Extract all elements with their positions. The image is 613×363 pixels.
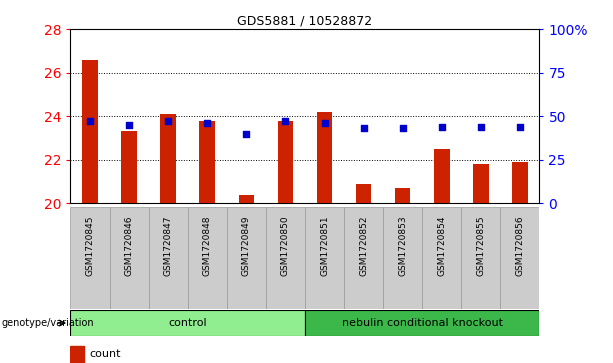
- Bar: [188, 207, 227, 309]
- Bar: [305, 310, 539, 336]
- Bar: [70, 310, 305, 336]
- Point: [359, 126, 368, 131]
- Bar: [149, 207, 188, 309]
- Bar: [422, 207, 462, 309]
- Text: GSM1720845: GSM1720845: [86, 215, 94, 276]
- Bar: [121, 131, 137, 203]
- Text: GSM1720853: GSM1720853: [398, 215, 407, 276]
- Text: GSM1720849: GSM1720849: [242, 215, 251, 276]
- Point: [202, 120, 212, 126]
- Bar: [70, 207, 110, 309]
- Point: [398, 126, 408, 131]
- Text: control: control: [169, 318, 207, 328]
- Text: nebulin conditional knockout: nebulin conditional knockout: [341, 318, 503, 328]
- Bar: [344, 207, 383, 309]
- Bar: [500, 207, 539, 309]
- Point: [319, 120, 329, 126]
- Text: GSM1720848: GSM1720848: [203, 215, 211, 276]
- Bar: [383, 207, 422, 309]
- Text: GSM1720856: GSM1720856: [516, 215, 524, 276]
- Bar: [278, 121, 293, 203]
- Bar: [266, 207, 305, 309]
- Bar: [227, 207, 266, 309]
- Text: GSM1720850: GSM1720850: [281, 215, 290, 276]
- Text: GSM1720854: GSM1720854: [437, 215, 446, 276]
- Text: count: count: [89, 350, 121, 359]
- Bar: [305, 207, 344, 309]
- Point: [437, 124, 447, 130]
- Point: [242, 131, 251, 136]
- Point: [124, 122, 134, 128]
- Text: GSM1720852: GSM1720852: [359, 215, 368, 276]
- Point: [281, 118, 291, 124]
- Text: GSM1720847: GSM1720847: [164, 215, 173, 276]
- Bar: [512, 162, 528, 203]
- Bar: [70, 346, 83, 363]
- Bar: [82, 60, 98, 203]
- Bar: [473, 164, 489, 203]
- Point: [476, 124, 485, 130]
- Title: GDS5881 / 10528872: GDS5881 / 10528872: [237, 15, 373, 28]
- Point: [515, 124, 525, 130]
- Bar: [434, 149, 449, 203]
- Text: genotype/variation: genotype/variation: [1, 318, 94, 328]
- Text: GSM1720851: GSM1720851: [320, 215, 329, 276]
- Point: [163, 118, 173, 124]
- Bar: [462, 207, 500, 309]
- Bar: [238, 195, 254, 203]
- Text: GSM1720855: GSM1720855: [476, 215, 485, 276]
- Bar: [395, 188, 411, 203]
- Bar: [161, 114, 176, 203]
- Bar: [317, 112, 332, 203]
- Text: GSM1720846: GSM1720846: [124, 215, 134, 276]
- Bar: [110, 207, 149, 309]
- Bar: [356, 184, 371, 203]
- Bar: [199, 121, 215, 203]
- Point: [85, 118, 95, 124]
